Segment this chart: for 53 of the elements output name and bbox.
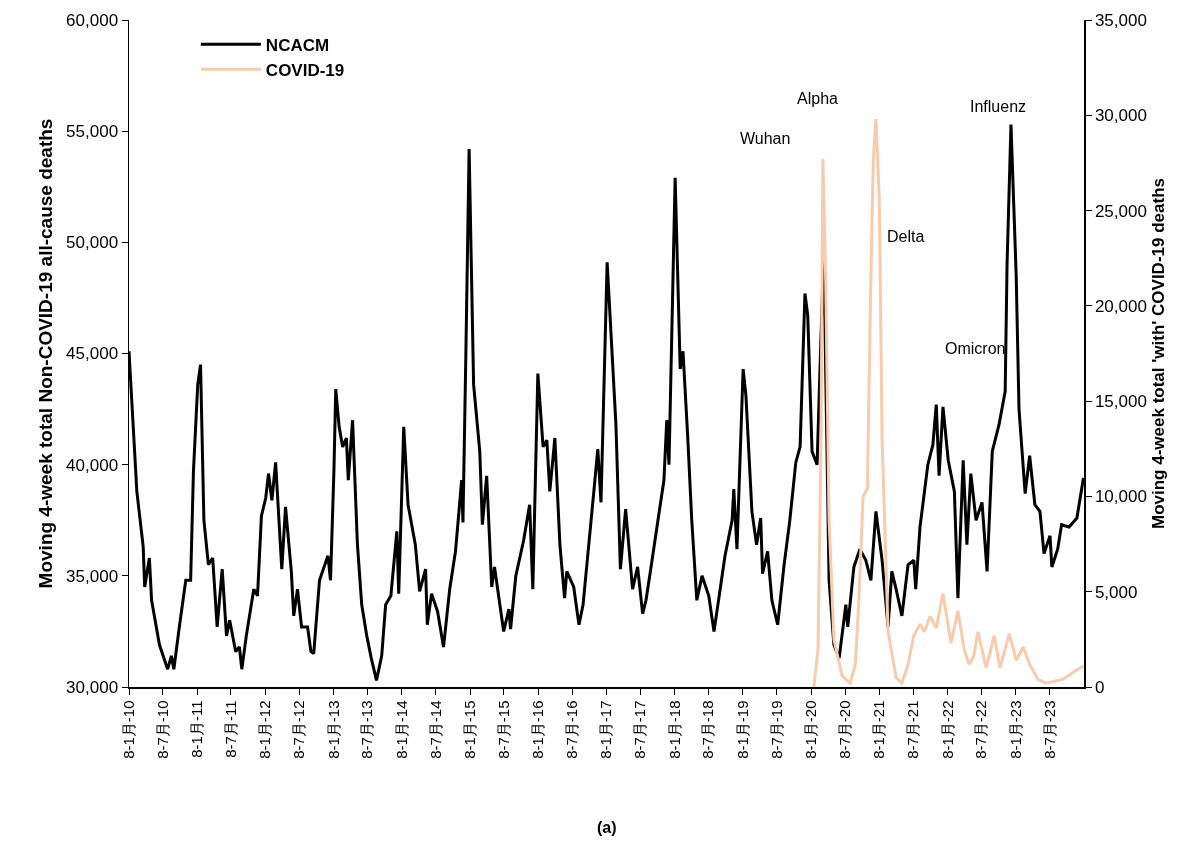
y2-tick-label: 0 bbox=[1094, 677, 1105, 697]
y-tick-label: 50,000 bbox=[66, 233, 119, 253]
x-tick-label: 8-7月-22 bbox=[972, 700, 990, 759]
x-tick-label: 8-1月-19 bbox=[733, 700, 751, 759]
y2-tick-label: 30,000 bbox=[1094, 106, 1147, 126]
x-tick-label: 8-7月-23 bbox=[1040, 700, 1058, 759]
annotation: Alpha bbox=[797, 90, 839, 107]
annotation: Influenz bbox=[970, 98, 1027, 115]
y-tick-label: 45,000 bbox=[66, 344, 119, 364]
x-tick-label: 8-1月-22 bbox=[938, 700, 956, 759]
x-tick-label: 8-1月-21 bbox=[870, 700, 888, 759]
y-tick-label: 40,000 bbox=[66, 455, 119, 475]
y-tick-label: 60,000 bbox=[66, 10, 119, 30]
text: (a) bbox=[597, 819, 617, 836]
x-tick-label: 8-7月-17 bbox=[631, 700, 649, 759]
y-tick-label: 30,000 bbox=[66, 677, 119, 697]
x-tick-label: 8-7月-11 bbox=[221, 700, 239, 758]
annotation: Delta bbox=[887, 228, 925, 245]
y2-axis-title: Moving 4-week total 'with' COVID-19 deaths bbox=[1149, 178, 1169, 529]
y2-tick-label: 35,000 bbox=[1094, 10, 1147, 30]
x-tick-label: 8-1月-17 bbox=[597, 700, 615, 759]
x-tick-label: 8-1月-15 bbox=[460, 700, 478, 759]
y-tick-label: 35,000 bbox=[66, 566, 119, 586]
x-tick-label: 8-7月-15 bbox=[494, 700, 512, 759]
x-tick-label: 8-1月-12 bbox=[256, 700, 274, 759]
x-tick-label: 8-7月-18 bbox=[699, 700, 717, 759]
x-tick-label: 8-7月-21 bbox=[904, 700, 922, 759]
annotation: Wuhan bbox=[740, 130, 791, 147]
legend-label: NCACM bbox=[265, 35, 330, 55]
x-tick-label: 8-7月-20 bbox=[835, 700, 853, 759]
x-tick-label: 8-1月-10 bbox=[119, 700, 137, 759]
x-tick-label: 8-7月-16 bbox=[563, 700, 581, 759]
y2-tick-label: 25,000 bbox=[1094, 201, 1147, 221]
x-tick-label: 8-7月-10 bbox=[153, 700, 171, 759]
y2-tick-label: 5,000 bbox=[1094, 582, 1138, 602]
x-tick-label: 8-1月-11 bbox=[188, 700, 206, 758]
x-tick-label: 8-7月-13 bbox=[358, 700, 376, 759]
x-tick-label: 8-1月-18 bbox=[665, 700, 683, 759]
line-series bbox=[812, 117, 1084, 687]
x-tick-label: 8-1月-20 bbox=[801, 700, 819, 759]
x-tick-label: 8-7月-19 bbox=[767, 700, 785, 759]
x-tick-label: 8-1月-16 bbox=[529, 700, 547, 759]
x-tick-label: 8-7月-14 bbox=[426, 700, 444, 759]
legend-label: COVID-19 bbox=[265, 60, 345, 80]
x-tick-label: 8-1月-14 bbox=[392, 700, 410, 759]
y-axis-title: Moving 4-week total Non-COVID-19 all-cause deaths bbox=[35, 118, 57, 589]
x-tick-label: 8-1月-23 bbox=[1006, 700, 1024, 759]
y2-tick-label: 10,000 bbox=[1094, 487, 1147, 507]
y-tick-label: 55,000 bbox=[66, 122, 119, 142]
x-tick-label: 8-7月-12 bbox=[290, 700, 308, 759]
y2-tick-label: 15,000 bbox=[1094, 392, 1147, 412]
y2-tick-label: 20,000 bbox=[1094, 296, 1147, 316]
x-tick-label: 8-1月-13 bbox=[324, 700, 342, 759]
